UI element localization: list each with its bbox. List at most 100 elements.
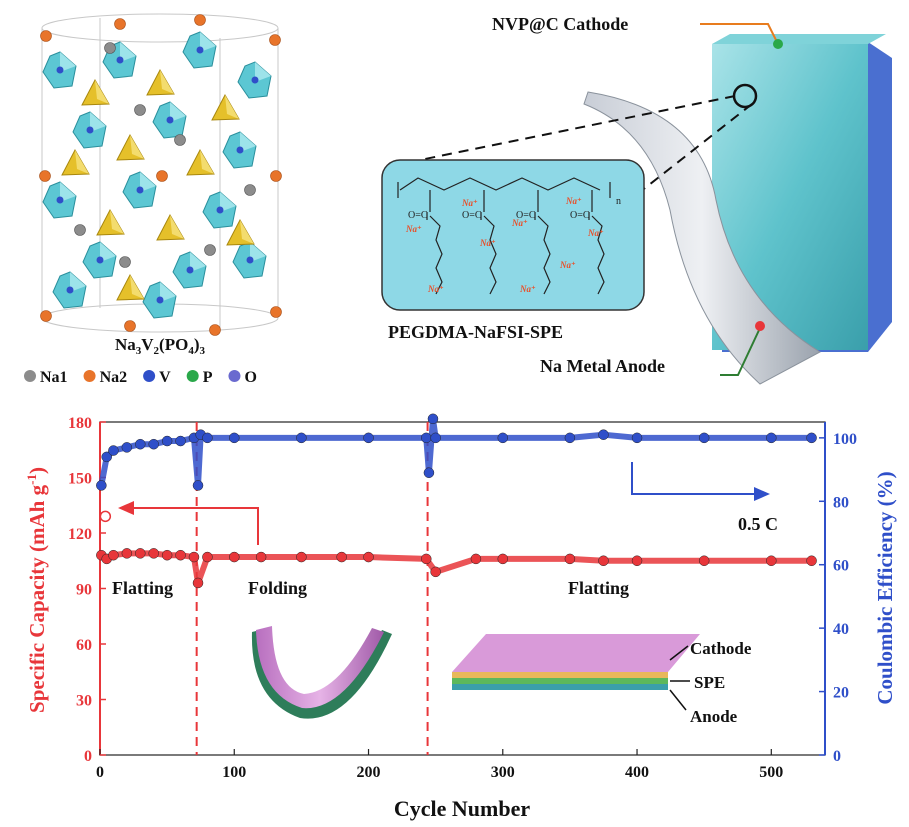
efficiency-point <box>135 438 146 450</box>
capacity-point <box>497 553 509 565</box>
y-left-tick-label: 90 <box>76 582 92 599</box>
carbonyl-o: O=C <box>462 210 482 221</box>
battery-schematic: nO=C O=C O=C O=CNa⁺Na⁺Na⁺Na⁺Na⁺Na⁺Na⁺ Na⁺Na⁺… <box>381 14 892 385</box>
v-atom <box>216 206 224 214</box>
zoom-line-1 <box>419 95 736 161</box>
octahedron-face <box>70 272 86 292</box>
side-chain <box>588 190 605 295</box>
efficiency-point <box>108 445 119 456</box>
stage-flatting-2: Flatting <box>568 578 629 598</box>
legend-swatch <box>83 370 96 382</box>
efficiency-point <box>698 432 710 444</box>
legend-label: Na2 <box>100 369 128 386</box>
legend-label: P <box>203 369 213 386</box>
efficiency-point <box>423 467 435 478</box>
na2-atom <box>270 306 282 318</box>
na2-atom <box>269 34 281 46</box>
y-left-tick-label: 120 <box>68 526 92 543</box>
right-series-band <box>98 415 812 489</box>
x-tick-label: 300 <box>491 764 515 781</box>
efficiency-point <box>96 480 107 491</box>
octahedron-face <box>170 102 186 122</box>
capacity-point <box>121 548 133 559</box>
side-chain <box>426 190 443 295</box>
v-atom <box>66 286 74 294</box>
na-ion: Na⁺ <box>405 224 422 234</box>
capacity-point <box>421 553 432 565</box>
tetrahedron-face <box>170 215 184 239</box>
capacity-point <box>470 553 482 565</box>
efficiency-point <box>806 432 817 444</box>
efficiency-point <box>427 413 439 425</box>
octahedron-face <box>90 112 106 132</box>
tetrahedron-face <box>110 210 124 234</box>
y-left-tick-label: 0 <box>84 748 92 765</box>
na1-atom <box>74 224 86 236</box>
crystal-formula: Na3V2(PO4)3 <box>115 335 206 357</box>
na-ion: Na⁺ <box>559 260 576 270</box>
x-tick-label: 0 <box>96 764 104 781</box>
v-atom <box>156 296 164 304</box>
na2-atom <box>156 170 168 182</box>
na1-atom <box>134 104 146 116</box>
tetrahedron-face <box>160 70 174 94</box>
cathode-marker <box>773 39 783 49</box>
flat-cell-inset <box>452 634 700 711</box>
capacity-point <box>336 551 347 563</box>
right-axis-label: Coulombic Efficiency (%) <box>873 471 897 704</box>
anode-label: Na Metal Anode <box>540 356 665 376</box>
na1-atom <box>104 42 116 54</box>
octahedron-face <box>100 242 116 262</box>
na2-atom <box>40 310 52 322</box>
capacity-point <box>202 551 213 563</box>
efficiency-point <box>192 480 204 491</box>
layer-anode-label: Anode <box>690 707 738 726</box>
x-tick-label: 500 <box>759 764 783 781</box>
na-anode-sheet <box>583 91 822 385</box>
y-right-tick-label: 40 <box>833 621 849 638</box>
tetrahedron-face <box>240 220 254 244</box>
left-axis-arrow <box>118 501 259 545</box>
na1-atom <box>204 244 216 256</box>
y-left-tick-label: 150 <box>68 471 92 488</box>
capacity-point <box>255 551 267 563</box>
tetrahedron-face <box>130 275 144 299</box>
na2-atom <box>194 14 206 26</box>
anode-marker <box>755 321 765 331</box>
capacity-point <box>363 551 374 563</box>
v-atom <box>246 256 254 264</box>
cathode-leader <box>700 23 779 45</box>
data-marks <box>96 413 817 589</box>
left-axis-label: Specific Capacity (mAh g-1) <box>24 467 49 713</box>
carbonyl-o: O=C <box>570 210 590 221</box>
stage-folding: Folding <box>248 578 307 598</box>
capacity-point <box>766 555 777 566</box>
capacity-point <box>175 549 186 561</box>
capacity-point <box>564 553 576 565</box>
cycling-chart: 0 100 200 300 400 500 0 30 60 90 120 150 180 0 20 40 60 8… <box>24 413 897 821</box>
carbonyl-o: O=C <box>408 210 428 221</box>
legend-label: O <box>244 369 256 386</box>
hollow-point <box>99 510 112 523</box>
na2-atom <box>124 320 136 332</box>
x-axis-label: Cycle Number <box>394 796 530 821</box>
na-ion: Na⁺ <box>511 218 528 228</box>
y-right-tick-label: 60 <box>833 558 849 575</box>
x-tick-label: 200 <box>357 764 381 781</box>
legend-label: Na1 <box>40 369 68 386</box>
octahedron-face <box>160 282 176 302</box>
octahedron-face <box>220 192 236 212</box>
capacity-point <box>698 555 710 566</box>
efficiency-point <box>101 451 112 463</box>
stage-flatting-1: Flatting <box>112 578 173 598</box>
x-tick-label: 400 <box>625 764 649 781</box>
efficiency-point <box>229 432 240 444</box>
capacity-point <box>631 555 643 566</box>
capacity-point <box>188 551 200 563</box>
na2-atom <box>39 170 51 182</box>
v-atom <box>116 56 124 64</box>
electrolyte-label: PEGDMA-NaFSI-SPE <box>388 322 563 342</box>
na-ion: Na⁺ <box>427 284 444 294</box>
